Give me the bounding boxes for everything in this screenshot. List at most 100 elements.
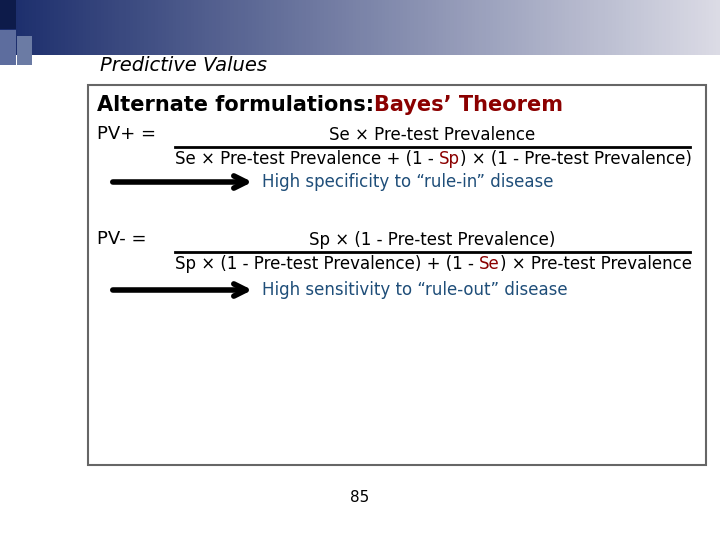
- Bar: [698, 0, 702, 55]
- Bar: [432, 0, 436, 55]
- Text: High specificity to “rule-in” disease: High specificity to “rule-in” disease: [262, 173, 554, 191]
- Bar: [716, 0, 720, 55]
- Bar: [299, 0, 302, 55]
- Bar: [108, 0, 112, 55]
- Bar: [198, 0, 202, 55]
- Bar: [72, 0, 76, 55]
- Bar: [252, 0, 256, 55]
- Text: High sensitivity to “rule-out” disease: High sensitivity to “rule-out” disease: [262, 281, 567, 299]
- Bar: [331, 0, 335, 55]
- Bar: [241, 0, 245, 55]
- Bar: [155, 0, 158, 55]
- Bar: [356, 0, 360, 55]
- Bar: [407, 0, 410, 55]
- Text: PV+ =: PV+ =: [97, 125, 156, 143]
- Bar: [691, 0, 695, 55]
- Bar: [637, 0, 641, 55]
- Bar: [461, 0, 464, 55]
- Bar: [439, 0, 443, 55]
- Bar: [695, 0, 698, 55]
- Bar: [277, 0, 281, 55]
- Bar: [526, 0, 529, 55]
- Bar: [18, 0, 22, 55]
- Bar: [151, 0, 155, 55]
- Bar: [500, 0, 504, 55]
- Bar: [702, 0, 706, 55]
- Text: Se × Pre-test Prevalence: Se × Pre-test Prevalence: [329, 126, 536, 144]
- Bar: [511, 0, 515, 55]
- Bar: [392, 0, 396, 55]
- Bar: [400, 0, 403, 55]
- Bar: [112, 0, 115, 55]
- Text: Predictive Values: Predictive Values: [100, 56, 267, 75]
- Bar: [450, 0, 454, 55]
- Bar: [421, 0, 425, 55]
- Bar: [364, 0, 367, 55]
- Bar: [209, 0, 212, 55]
- Bar: [655, 0, 659, 55]
- Bar: [0, 0, 4, 55]
- Bar: [374, 0, 378, 55]
- Bar: [320, 0, 324, 55]
- Bar: [367, 0, 371, 55]
- Bar: [490, 0, 493, 55]
- Bar: [641, 0, 644, 55]
- Bar: [612, 0, 616, 55]
- Bar: [644, 0, 648, 55]
- Bar: [158, 0, 162, 55]
- Bar: [306, 0, 310, 55]
- Bar: [508, 0, 511, 55]
- Bar: [346, 0, 349, 55]
- Bar: [194, 0, 198, 55]
- Bar: [25, 0, 29, 55]
- Bar: [443, 0, 446, 55]
- Bar: [43, 0, 47, 55]
- Bar: [205, 0, 209, 55]
- Bar: [673, 0, 677, 55]
- Bar: [180, 0, 184, 55]
- Bar: [140, 0, 144, 55]
- Bar: [245, 0, 248, 55]
- Bar: [227, 0, 230, 55]
- Bar: [212, 0, 216, 55]
- Bar: [104, 0, 108, 55]
- Bar: [270, 0, 274, 55]
- Bar: [385, 0, 389, 55]
- Bar: [7, 0, 11, 55]
- Bar: [288, 0, 292, 55]
- Bar: [590, 0, 594, 55]
- Bar: [482, 0, 486, 55]
- Bar: [220, 0, 223, 55]
- Bar: [61, 0, 65, 55]
- Bar: [713, 0, 716, 55]
- Bar: [274, 0, 277, 55]
- Bar: [295, 0, 299, 55]
- Bar: [292, 0, 295, 55]
- Bar: [623, 0, 626, 55]
- Bar: [587, 0, 590, 55]
- Bar: [677, 0, 680, 55]
- Bar: [486, 0, 490, 55]
- Bar: [619, 0, 623, 55]
- Bar: [457, 0, 461, 55]
- Bar: [166, 0, 169, 55]
- Bar: [626, 0, 630, 55]
- Bar: [583, 0, 587, 55]
- Bar: [572, 0, 576, 55]
- Text: 85: 85: [351, 490, 369, 505]
- Bar: [281, 0, 284, 55]
- Bar: [536, 0, 540, 55]
- Bar: [263, 0, 266, 55]
- Text: PV- =: PV- =: [97, 230, 146, 248]
- Bar: [522, 0, 526, 55]
- Bar: [94, 0, 97, 55]
- Bar: [97, 0, 101, 55]
- Bar: [709, 0, 713, 55]
- Bar: [518, 0, 522, 55]
- Text: ) × (1 - Pre-test Prevalence): ) × (1 - Pre-test Prevalence): [460, 150, 692, 168]
- Bar: [338, 0, 342, 55]
- Bar: [382, 0, 385, 55]
- Bar: [187, 0, 191, 55]
- Bar: [576, 0, 580, 55]
- Bar: [608, 0, 612, 55]
